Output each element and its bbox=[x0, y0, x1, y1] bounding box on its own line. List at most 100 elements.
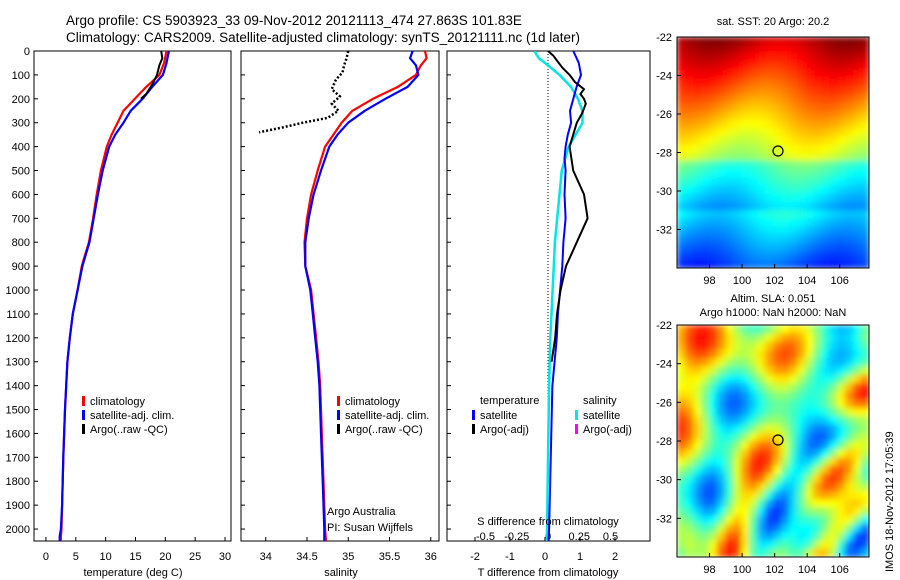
heatmap-cell bbox=[693, 474, 702, 483]
heatmap-cell bbox=[693, 490, 702, 500]
heatmap-cell bbox=[757, 144, 766, 154]
heatmap-cell bbox=[677, 399, 686, 409]
heatmap-cell bbox=[821, 532, 830, 541]
heatmap-cell bbox=[837, 482, 846, 492]
heatmap-cell bbox=[797, 185, 806, 195]
heatmap-cell bbox=[789, 482, 798, 492]
heatmap-cell bbox=[717, 243, 726, 253]
heatmap-cell bbox=[805, 144, 814, 154]
heatmap-cell bbox=[717, 111, 726, 121]
heatmap-cell bbox=[701, 136, 710, 145]
heatmap-cell bbox=[685, 78, 694, 88]
heatmap-cell bbox=[765, 210, 774, 220]
heatmap-cell bbox=[733, 210, 742, 220]
heatmap-cell bbox=[717, 119, 726, 129]
heatmap-cell bbox=[837, 407, 846, 417]
heatmap-cell bbox=[693, 515, 702, 525]
heatmap-cell bbox=[717, 366, 726, 376]
heatmap-cell bbox=[853, 127, 862, 137]
x-tick-label: -1 bbox=[505, 551, 515, 563]
y-tick-label: 1100 bbox=[6, 309, 30, 321]
x2-tick-label: -0.25 bbox=[504, 531, 529, 543]
heatmap-cell bbox=[741, 374, 750, 384]
heatmap-cell bbox=[677, 193, 686, 203]
heatmap-cell bbox=[717, 548, 726, 557]
heatmap-cell bbox=[845, 449, 854, 459]
heatmap-cell bbox=[773, 449, 782, 459]
heatmap-cell bbox=[685, 103, 694, 112]
heatmap-cell bbox=[717, 177, 726, 187]
heatmap-cell bbox=[677, 482, 686, 492]
heatmap-cell bbox=[813, 202, 822, 211]
heatmap-cell bbox=[813, 482, 822, 492]
heatmap-cell bbox=[701, 507, 710, 517]
heatmap-cell bbox=[837, 210, 846, 220]
heatmap-cell bbox=[749, 325, 758, 334]
heatmap-cell bbox=[781, 61, 790, 71]
heatmap-cell bbox=[773, 416, 782, 425]
heatmap-cell bbox=[709, 235, 718, 244]
heatmap-cell bbox=[773, 53, 782, 63]
heatmap-cell bbox=[813, 193, 822, 203]
heatmap-cell bbox=[765, 424, 774, 434]
heatmap-cell bbox=[701, 457, 710, 467]
heatmap-cell bbox=[677, 507, 686, 517]
heatmap-cell bbox=[821, 465, 830, 475]
heatmap-cell bbox=[701, 523, 710, 533]
heatmap-cell bbox=[789, 111, 798, 121]
heatmap-cell bbox=[733, 202, 742, 211]
heatmap-cell bbox=[709, 507, 718, 517]
heatmap-cell bbox=[845, 523, 854, 533]
heatmap-cell bbox=[693, 70, 702, 79]
heatmap-cell bbox=[789, 358, 798, 367]
heatmap-cell bbox=[805, 416, 814, 425]
heatmap-cell bbox=[757, 548, 766, 557]
heatmap-cell bbox=[797, 449, 806, 459]
heatmap-cell bbox=[749, 416, 758, 425]
heatmap-cell bbox=[805, 349, 814, 359]
heatmap-cell bbox=[797, 78, 806, 88]
heatmap-cell bbox=[821, 374, 830, 384]
heatmap-cell bbox=[709, 152, 718, 162]
heatmap-cell bbox=[773, 70, 782, 79]
heatmap-cell bbox=[741, 152, 750, 162]
heatmap-cell bbox=[765, 243, 774, 253]
heatmap-cell bbox=[749, 210, 758, 220]
header-line-1: Argo profile: CS 5903923_33 09-Nov-2012 … bbox=[66, 13, 522, 28]
heatmap-cell bbox=[861, 94, 869, 104]
heatmap-cell bbox=[757, 424, 766, 434]
heatmap-cell bbox=[853, 540, 862, 550]
heatmap-cell bbox=[781, 251, 790, 261]
heatmap-cell bbox=[781, 144, 790, 154]
heatmap-cell bbox=[789, 407, 798, 417]
heatmap-cell bbox=[701, 177, 710, 187]
heatmap-cell bbox=[733, 407, 742, 417]
heatmap-cell bbox=[813, 169, 822, 178]
heatmap-cell bbox=[765, 449, 774, 459]
legend-label: Argo(..raw -QC) bbox=[90, 424, 168, 436]
heatmap-cell bbox=[685, 407, 694, 417]
heatmap-cell bbox=[853, 103, 862, 112]
x-tick-label: 0 bbox=[43, 551, 49, 563]
heatmap-cell bbox=[725, 53, 734, 63]
heatmap-cell bbox=[709, 490, 718, 500]
heatmap-cell bbox=[701, 86, 710, 96]
heatmap-cell bbox=[685, 465, 694, 475]
heatmap-cell bbox=[685, 37, 694, 46]
heatmap-cell bbox=[733, 358, 742, 367]
heatmap-cell bbox=[749, 515, 758, 525]
y-tick-label: 800 bbox=[12, 237, 30, 249]
heatmap-cell bbox=[861, 358, 869, 367]
heatmap-cell bbox=[749, 103, 758, 112]
heatmap-cell bbox=[861, 37, 869, 46]
heatmap-cell bbox=[805, 325, 814, 334]
heatmap-cell bbox=[677, 325, 686, 334]
heatmap-cell bbox=[845, 490, 854, 500]
heatmap-cell bbox=[861, 457, 869, 467]
legend-swatch bbox=[337, 424, 340, 434]
heatmap-cell bbox=[821, 407, 830, 417]
heatmap-cell bbox=[709, 94, 718, 104]
heatmap-cell bbox=[677, 391, 686, 401]
heatmap-cell bbox=[837, 251, 846, 261]
heatmap-cell bbox=[797, 490, 806, 500]
